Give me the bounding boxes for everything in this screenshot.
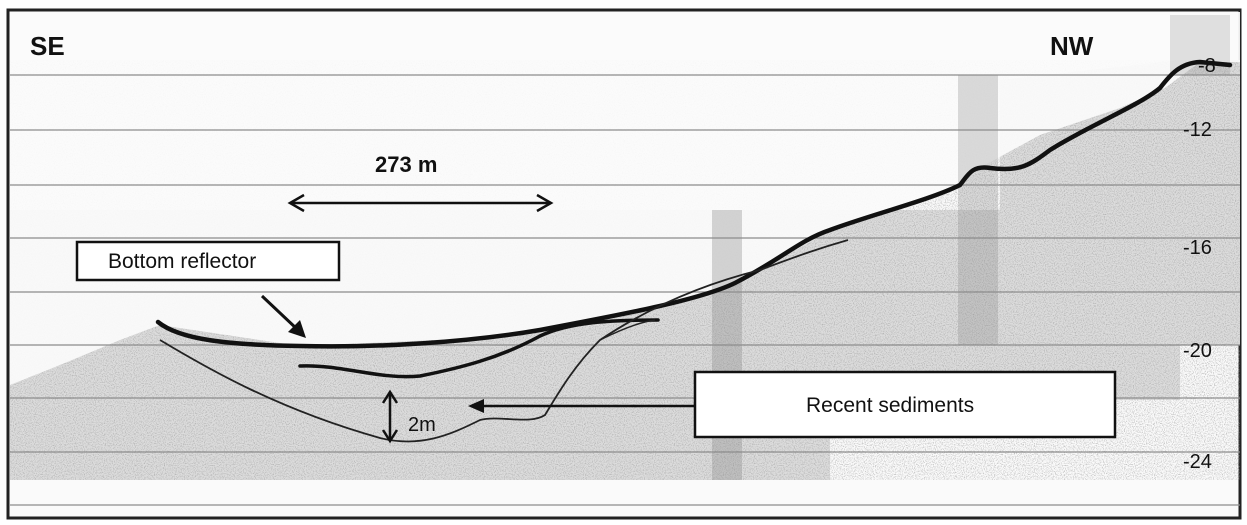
noise-band — [958, 75, 998, 345]
bottom-reflector-line — [155, 59, 1233, 349]
depth-tick-label: -12 — [1183, 119, 1212, 141]
depth-tick-label: -24 — [1183, 451, 1212, 473]
depth-tick-label: -8 — [1198, 55, 1216, 77]
recent-sediments-label: Recent sediments — [806, 394, 974, 417]
depth-gridlines — [10, 74, 1240, 506]
sediment-base-line — [159, 239, 849, 443]
depth-tick-label: -16 — [1183, 237, 1212, 259]
depth-tick-label: -20 — [1183, 340, 1212, 362]
bottom-reflector-label: Bottom reflector — [108, 250, 256, 273]
recent-sediments-box — [693, 370, 1117, 439]
direction-label-se: SE — [30, 31, 65, 61]
sediment-inner-line — [599, 319, 656, 341]
recent-sediments-arrow — [468, 399, 695, 413]
thickness-label: 2m — [408, 414, 436, 436]
bottom-reflector-arrow — [260, 294, 306, 338]
bottom-reflector-box — [75, 240, 341, 282]
scale-label: 273 m — [375, 152, 437, 177]
scale-arrow — [287, 193, 554, 213]
internal-reflector-line — [298, 318, 660, 379]
direction-label-nw: NW — [1050, 31, 1094, 61]
thickness-arrow — [381, 389, 399, 444]
